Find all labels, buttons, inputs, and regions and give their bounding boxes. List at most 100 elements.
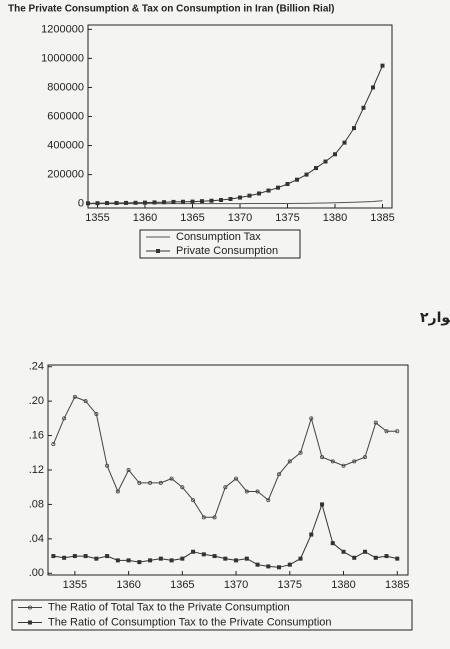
x-tick-label: 1385 (370, 212, 394, 224)
point (287, 562, 292, 567)
point (62, 555, 67, 560)
point (72, 554, 77, 559)
point (212, 554, 217, 559)
point (395, 429, 400, 434)
legend-label: The Ratio of Consumption Tax to the Priv… (48, 616, 332, 628)
point (201, 552, 206, 557)
point (380, 63, 385, 68)
point (277, 565, 282, 570)
x-tick-label: 1380 (323, 212, 347, 224)
point (342, 140, 347, 145)
series-line (52, 396, 398, 518)
point (158, 480, 163, 485)
figure-heading: نمودار ٤: نسبت مالیات بر مصرف و کل مالیا… (420, 310, 450, 326)
x-tick-label: 1380 (331, 579, 355, 591)
point (148, 558, 153, 563)
point (330, 541, 335, 546)
point (72, 394, 77, 399)
point (115, 558, 120, 563)
x-tick-label: 1360 (116, 579, 140, 591)
point (255, 562, 260, 567)
point (169, 476, 174, 481)
x-tick-label: 1385 (385, 579, 409, 591)
point (247, 193, 252, 198)
y-tick-label: 200000 (47, 169, 84, 181)
point (83, 399, 88, 404)
point (115, 489, 120, 494)
legend-label: Private Consumption (176, 245, 278, 257)
legend-label: The Ratio of Total Tax to the Private Co… (48, 601, 290, 613)
point (62, 416, 67, 421)
x-tick-label: 1360 (133, 212, 157, 224)
point (180, 556, 185, 561)
point (276, 185, 280, 190)
y-tick-label: .08 (29, 498, 44, 510)
point (323, 159, 328, 164)
y-tick-label: .04 (29, 533, 44, 545)
y-tick-label: 600000 (47, 110, 84, 122)
point (190, 199, 195, 204)
point (126, 467, 131, 472)
point (371, 85, 375, 90)
point (255, 489, 260, 494)
point (352, 126, 356, 131)
point (95, 201, 100, 206)
point (133, 200, 138, 205)
point (27, 605, 32, 610)
x-tick-label: 1370 (228, 212, 252, 224)
legend-label: Consumption Tax (176, 231, 261, 243)
point (158, 556, 163, 561)
legend-box (139, 229, 301, 259)
point (83, 554, 88, 559)
point (341, 549, 346, 554)
point (298, 556, 303, 561)
y-tick-label: 400000 (47, 139, 84, 151)
point (124, 200, 128, 205)
point (285, 182, 290, 187)
point (277, 472, 282, 477)
y-tick-label: 1000000 (41, 52, 84, 64)
y-tick-label: .00 (29, 567, 44, 579)
series-line (87, 65, 383, 204)
point (266, 564, 271, 569)
x-tick-label: 1355 (85, 212, 109, 224)
point (384, 429, 389, 434)
point (228, 196, 233, 201)
point (234, 476, 239, 481)
point (105, 201, 109, 206)
point (105, 554, 110, 559)
point (223, 556, 228, 561)
point (181, 199, 185, 204)
point (191, 549, 196, 554)
point (148, 480, 153, 485)
point (162, 200, 166, 205)
x-tick-label: 1365 (170, 579, 194, 591)
x-tick-label: 1375 (275, 212, 299, 224)
plot-frame (47, 364, 409, 576)
x-tick-label: 1355 (63, 579, 87, 591)
point (234, 558, 239, 563)
y-tick-label: .20 (29, 395, 44, 407)
point (295, 177, 299, 182)
point (266, 188, 271, 193)
point (244, 556, 249, 561)
x-tick-label: 1375 (278, 579, 302, 591)
point (352, 459, 357, 464)
point (341, 463, 346, 468)
point (314, 166, 318, 171)
point (169, 558, 174, 563)
point (156, 249, 160, 253)
point (373, 420, 378, 425)
legend-box (11, 599, 413, 631)
point (209, 198, 214, 203)
point (330, 459, 335, 464)
point (126, 558, 131, 563)
point (171, 199, 176, 204)
point (152, 200, 157, 205)
point (320, 502, 325, 507)
point (180, 485, 185, 490)
plot-frame (87, 24, 393, 209)
point (373, 555, 378, 560)
